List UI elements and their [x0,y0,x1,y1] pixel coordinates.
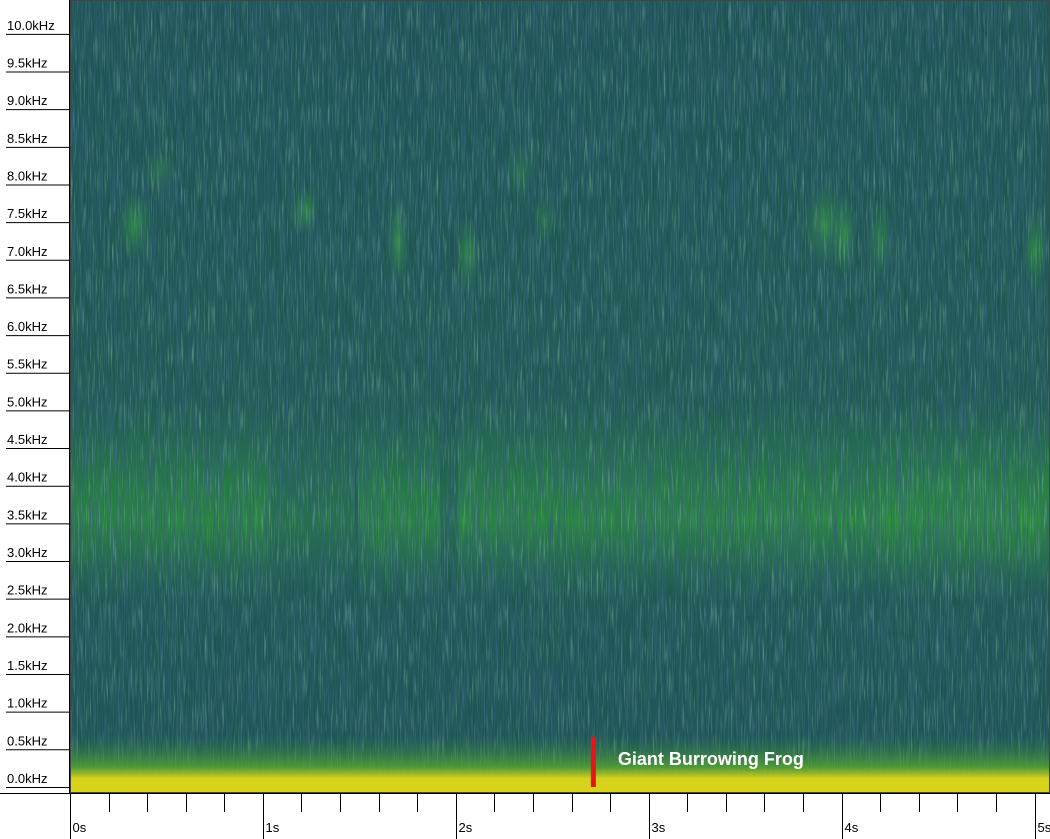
y-tick-label: 0.0kHz [7,771,47,786]
y-tick-box [0,690,70,713]
annotation-label: Giant Burrowing Frog [618,749,804,769]
y-tick-box [0,765,70,788]
y-tick-label: 3.5kHz [7,507,47,522]
x-tick-label: 2s [459,820,473,835]
x-tick-label: 3s [652,820,666,835]
y-tick-label: 1.5kHz [7,658,47,673]
y-tick-box [0,351,70,374]
y-tick-box [0,88,70,111]
y-tick-label: 5.5kHz [7,357,47,372]
y-tick-box [0,728,70,751]
y-tick-box [0,276,70,299]
y-tick-label: 5.0kHz [7,394,47,409]
y-tick-label: 2.5kHz [7,583,47,598]
y-tick-label: 0.5kHz [7,733,47,748]
y-tick-box [0,12,70,35]
y-tick-box [0,125,70,148]
y-tick-label: 4.5kHz [7,432,47,447]
y-tick-label: 6.0kHz [7,319,47,334]
y-tick-box [0,577,70,600]
y-tick-label: 7.0kHz [7,244,47,259]
low-frequency-band [70,735,1050,793]
x-tick-label: 0s [73,820,87,835]
y-tick-label: 9.5kHz [7,56,47,71]
y-tick-box [0,615,70,638]
y-tick-box [0,427,70,450]
y-tick-box [0,540,70,563]
x-tick-label: 5s [1038,820,1050,835]
y-tick-box [0,201,70,224]
y-tick-label: 2.0kHz [7,620,47,635]
y-tick-box [0,163,70,186]
y-tick-label: 6.5kHz [7,281,47,296]
spectrogram-image [70,0,1050,793]
y-tick-box [0,652,70,675]
y-tick-box [0,464,70,487]
y-tick-label: 3.0kHz [7,545,47,560]
y-tick-box [0,389,70,412]
y-tick-label: 10.0kHz [7,18,55,33]
y-tick-box [0,502,70,525]
y-tick-box [0,50,70,73]
y-tick-label: 8.5kHz [7,131,47,146]
y-tick-label: 7.5kHz [7,206,47,221]
y-tick-label: 4.0kHz [7,470,47,485]
x-tick-label: 1s [266,820,280,835]
y-tick-box [0,314,70,337]
y-tick-label: 8.0kHz [7,168,47,183]
x-tick-label: 4s [845,820,859,835]
y-tick-box [0,238,70,261]
annotation-marker [590,737,596,787]
y-tick-label: 1.0kHz [7,696,47,711]
y-tick-label: 9.0kHz [7,93,47,108]
